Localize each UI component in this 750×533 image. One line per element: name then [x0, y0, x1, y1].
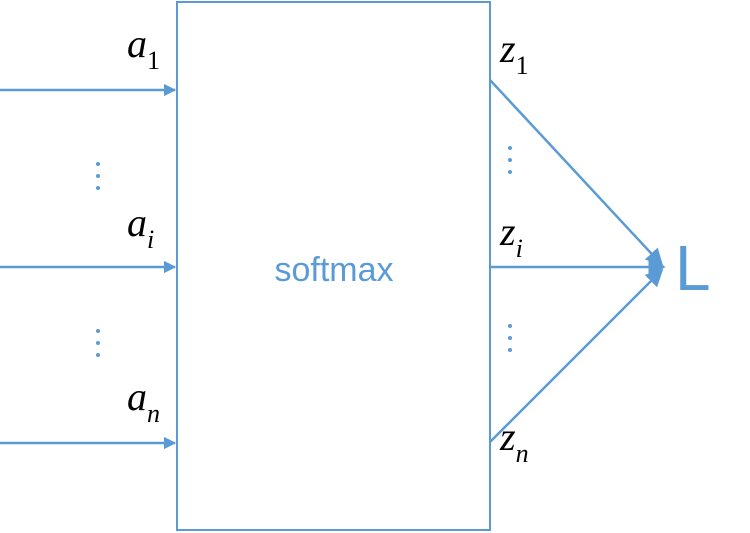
input-label-i: ai: [127, 200, 154, 254]
loss-label: L: [675, 232, 711, 304]
softmax-label: softmax: [274, 251, 393, 289]
input-label-n: an: [127, 374, 160, 428]
input-ellipsis-upper: [96, 162, 100, 190]
output-label-i: zi: [499, 209, 523, 263]
output-label-1: z1: [499, 26, 529, 80]
output-ellipsis-upper: [508, 146, 512, 174]
output-label-n: zn: [499, 414, 529, 468]
input-label-1: a1: [127, 21, 160, 75]
input-ellipsis-lower: [96, 329, 100, 357]
output-arrow-n: [489, 268, 664, 443]
output-arrow-1: [489, 79, 664, 267]
output-ellipsis-lower: [508, 324, 512, 352]
